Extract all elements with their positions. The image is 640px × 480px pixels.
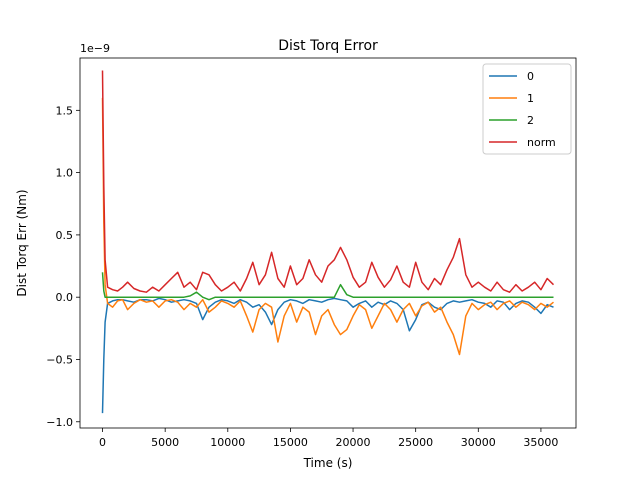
y-tick-label: 0.0 [56,291,74,304]
y-tick-label: −1.0 [46,416,73,429]
ticks-layer: 0 5000 10000 15000 20000 25000 30000 35000 −1.0 −… [46,104,558,449]
x-tick-label: 10000 [210,436,245,449]
series-line-0 [101,297,554,414]
x-tick-label: 15000 [273,436,308,449]
series-line-norm [101,70,555,293]
series-line-2 [101,272,554,301]
legend-label-norm: norm [527,136,556,149]
x-tick-label: 5000 [151,436,179,449]
y-tick-label: 1.5 [56,104,74,117]
x-tick-label: 25000 [398,436,433,449]
legend-box [482,63,572,155]
series-line-1 [101,97,554,356]
plot-area [101,70,555,414]
chart-title: Dist Torq Error [278,38,378,54]
y-tick-label: −0.5 [46,353,73,366]
y-tick-label: 0.5 [56,229,74,242]
x-tick-label: 30000 [461,436,496,449]
legend-label-0: 0 [527,70,534,83]
x-tick-label: 20000 [336,436,371,449]
x-tick-label: 35000 [523,436,558,449]
x-tick-label: 0 [99,436,106,449]
y-axis-label: Dist Torq Err (Nm) [15,189,29,296]
y-offset-text: 1e−9 [80,42,110,55]
legend-label-2: 2 [527,114,534,127]
legend-label-1: 1 [527,92,534,105]
axes-frame [79,57,577,429]
series-layer [101,70,555,414]
x-axis-label: Time (s) [303,456,353,470]
legend: 0 1 2 norm [482,63,572,155]
y-tick-label: 1.0 [56,167,74,180]
